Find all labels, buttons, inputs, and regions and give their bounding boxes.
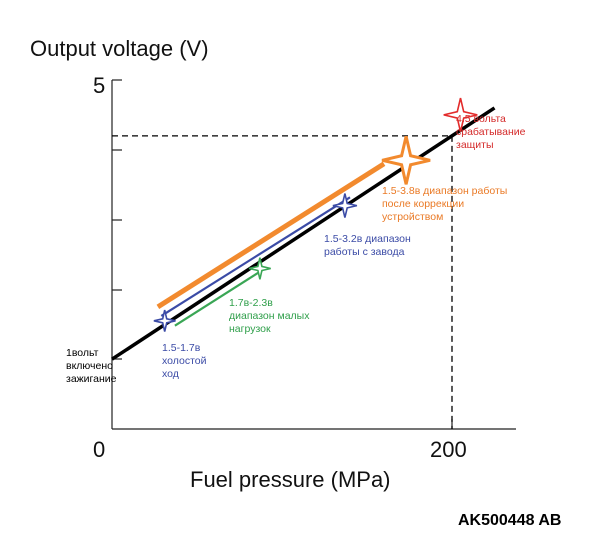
annotation-line: нагрузок <box>229 323 271 335</box>
annotation-line: устройством <box>382 211 443 223</box>
annotation-line: зажигание <box>66 373 117 385</box>
annotation-line: защиты <box>456 139 494 151</box>
series-line-characteristic <box>111 106 496 361</box>
figure-code: AK500448 AB <box>458 512 561 529</box>
annotation-line: после коррекции <box>382 198 464 210</box>
plot-area <box>111 97 496 429</box>
annotation-line: 4.5 вольта <box>456 113 506 125</box>
annotation-ignition: 1вольт включено зажигание <box>66 347 117 385</box>
annotation-corrected-range: 1.5-3.8в диапазон работы после коррекции у… <box>382 185 507 223</box>
idle-marker <box>153 309 176 332</box>
annotation-line: работы с завода <box>324 246 405 258</box>
annotation-protection: 4.5 вольта срабатывание защиты <box>456 113 526 151</box>
x-tick-label: 0 <box>93 437 105 462</box>
axes <box>111 79 516 430</box>
annotation-line: срабатывание <box>456 126 526 138</box>
annotation-low-load: 1.7в-2.3в диапазон малых нагрузок <box>229 297 310 335</box>
x-tick-label: 200 <box>430 437 467 462</box>
annotation-line: 1.5-3.2в диапазон <box>324 233 411 245</box>
annotation-line: диапазон малых <box>229 310 310 322</box>
annotation-factory-range: 1.5-3.2в диапазон работы с завода <box>324 233 411 258</box>
annotation-line: 1вольт <box>66 347 99 359</box>
factory-range-marker <box>332 193 358 218</box>
annotation-line: 1.7в-2.3в <box>229 297 273 309</box>
annotation-line: ход <box>162 368 179 380</box>
annotation-line: включено <box>66 360 113 372</box>
protection-marker <box>443 97 478 132</box>
low-load-marker <box>248 257 271 280</box>
annotation-idle: 1.5-1.7в холостой ход <box>162 342 207 380</box>
series-line-low-load <box>174 267 266 327</box>
x-axis-title: Fuel pressure (MPa) <box>190 467 391 492</box>
y-tick-label: 5 <box>93 73 105 98</box>
annotation-line: холостой <box>162 355 207 367</box>
annotation-line: 1.5-3.8в диапазон работы <box>382 185 507 197</box>
series-line-corrected-range <box>156 161 386 309</box>
annotation-line: 1.5-1.7в <box>162 342 201 354</box>
y-axis-title: Output voltage (V) <box>30 36 209 61</box>
series-line-factory-range <box>160 196 351 317</box>
corrected-range-marker <box>381 135 431 185</box>
